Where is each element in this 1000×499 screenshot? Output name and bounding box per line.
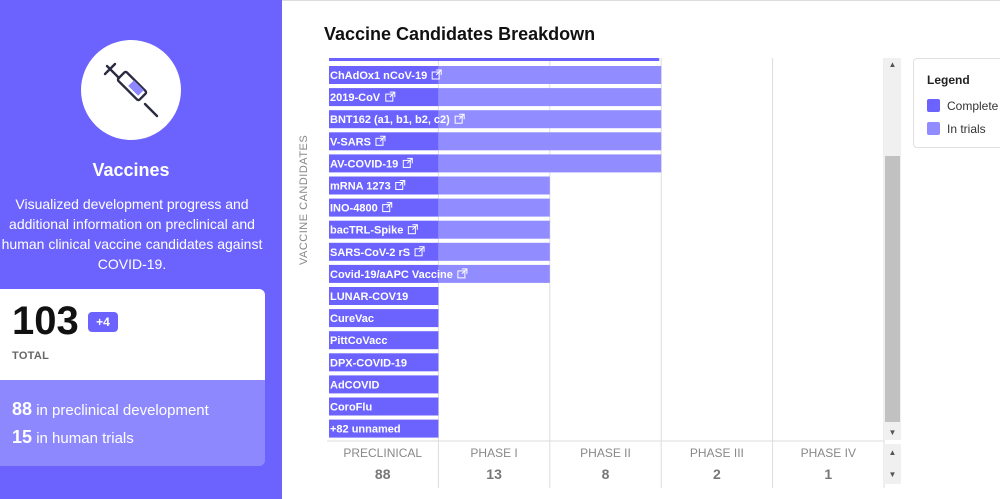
bar-in-trials — [438, 220, 550, 239]
legend-item-in-trials[interactable]: In trials — [927, 122, 986, 136]
bar-label: 2019-CoV — [330, 92, 381, 104]
bar-in-trials — [438, 110, 662, 129]
sidebar: Vaccines Visualized development progress… — [0, 0, 282, 499]
bar-in-trials — [438, 154, 662, 173]
trials-count: 15 — [12, 427, 33, 447]
preclinical-text: in preclinical development — [32, 402, 209, 419]
bar-complete — [329, 198, 439, 217]
bar-in-trials — [438, 198, 550, 217]
external-link-icon — [385, 91, 396, 102]
phase-count-label: 8 — [602, 466, 610, 482]
x-tick-label: PHASE I — [470, 446, 517, 460]
bar-in-trials — [438, 242, 550, 261]
scroll-up-arrow[interactable]: ▲ — [888, 60, 897, 69]
bar-label: CoroFlu — [330, 402, 372, 414]
y-axis-label: VACCINE CANDIDATES — [298, 134, 310, 265]
x-tick-label: PHASE II — [580, 446, 631, 460]
top-divider — [282, 0, 1000, 1]
bar-label: V-SARS — [330, 136, 371, 148]
external-link-icon — [407, 224, 418, 235]
chart-area: ChAdOx1 nCoV-19 2019-CoV BNT162 (a1, b1, b… — [327, 58, 885, 488]
breakdown-panel: 88 in preclinical development 15 in huma… — [0, 380, 265, 466]
external-link-icon — [375, 135, 386, 146]
total-count: 103 — [12, 299, 79, 343]
legend-label-in-trials: In trials — [947, 122, 986, 136]
change-badge: +4 — [88, 312, 118, 332]
total-card: 103 +4 TOTAL 88 in preclinical developme… — [0, 289, 265, 466]
preclinical-line: 88 in preclinical development — [12, 399, 209, 420]
scrollbar-thumb[interactable] — [885, 156, 900, 422]
bar-label: +82 unnamed — [330, 424, 401, 436]
bar-label: INO-4800 — [330, 203, 378, 215]
phase-count-label: 2 — [713, 466, 721, 482]
bar-in-trials — [438, 264, 550, 283]
external-link-icon — [414, 246, 425, 257]
total-label: TOTAL — [12, 350, 50, 362]
external-link-icon — [431, 69, 442, 80]
bar-complete — [329, 264, 439, 283]
bar-label: CureVac — [330, 313, 374, 325]
bar-label: PittCoVacc — [330, 335, 387, 347]
bar-complete — [329, 242, 439, 261]
bar-label: SARS-CoV-2 rS — [330, 247, 410, 259]
bar-complete — [329, 419, 439, 438]
trials-line: 15 in human trials — [12, 427, 134, 448]
bar-complete — [329, 176, 439, 195]
x-tick-label: PHASE III — [690, 446, 744, 460]
bar-complete — [329, 375, 439, 394]
chart-scrollbar[interactable]: ▲ ▼ — [884, 58, 901, 440]
bar-in-trials — [438, 66, 662, 84]
bar-label: mRNA 1273 — [330, 181, 391, 193]
bar-label: bacTRL-Spike — [330, 225, 403, 237]
bar-label: Covid-19/aAPC Vaccine — [330, 269, 453, 281]
scroll-down-arrow[interactable]: ▼ — [888, 428, 897, 437]
bar-complete — [329, 353, 439, 372]
bar-complete — [329, 331, 439, 350]
x-tick-label: PRECLINICAL — [343, 446, 422, 460]
bar-in-trials — [438, 176, 550, 195]
bar-in-trials — [438, 88, 662, 107]
bar-label: DPX-COVID-19 — [330, 357, 407, 369]
bar-complete — [329, 132, 439, 151]
external-link-icon — [402, 157, 413, 168]
sidebar-description: Visualized development progress and addi… — [1, 196, 263, 272]
bar-label: AdCOVID — [330, 379, 380, 391]
external-link-icon — [382, 202, 393, 213]
legend-item-complete[interactable]: Complete — [927, 99, 998, 113]
sidebar-title: Vaccines — [92, 160, 170, 180]
bar-complete — [329, 287, 439, 305]
bar-complete — [329, 309, 439, 328]
legend-swatch-complete — [927, 99, 940, 112]
legend: Legend Complete In trials — [913, 58, 1000, 148]
x-tick-label: PHASE IV — [801, 446, 856, 460]
bar-complete — [329, 88, 439, 107]
bar-complete — [329, 397, 439, 416]
external-link-icon — [395, 180, 406, 190]
vaccine-avatar — [81, 40, 181, 140]
bar-label: ChAdOx1 nCoV-19 — [330, 70, 427, 82]
legend-swatch-in-trials — [927, 122, 940, 135]
bar-in-trials — [438, 132, 662, 151]
phase-count-label: 1 — [824, 466, 832, 482]
phase-count-label: 88 — [375, 466, 391, 482]
phase-count-label: 13 — [486, 466, 502, 482]
bar-label: BNT162 (a1, b1, b2, c2) — [330, 114, 450, 126]
axis-scroll-down-arrow[interactable]: ▼ — [888, 470, 897, 479]
axis-scrollbar[interactable]: ▲ ▼ — [884, 444, 901, 484]
bar-label: AV-COVID-19 — [330, 158, 398, 170]
bar-complete — [329, 66, 439, 84]
bar-partial — [329, 58, 660, 61]
axis-scroll-up-arrow[interactable]: ▲ — [888, 448, 897, 457]
syringe-icon — [103, 62, 159, 118]
bar-complete — [329, 110, 439, 129]
bar-label: LUNAR-COV19 — [330, 291, 408, 303]
external-link-icon — [457, 268, 468, 279]
external-link-icon — [454, 113, 465, 124]
total-panel: 103 +4 TOTAL — [0, 289, 265, 380]
trials-text: in human trials — [32, 430, 134, 447]
legend-label-complete: Complete — [947, 99, 999, 113]
legend-title: Legend — [927, 73, 970, 87]
preclinical-count: 88 — [12, 399, 33, 419]
chart-title: Vaccine Candidates Breakdown — [324, 24, 596, 44]
